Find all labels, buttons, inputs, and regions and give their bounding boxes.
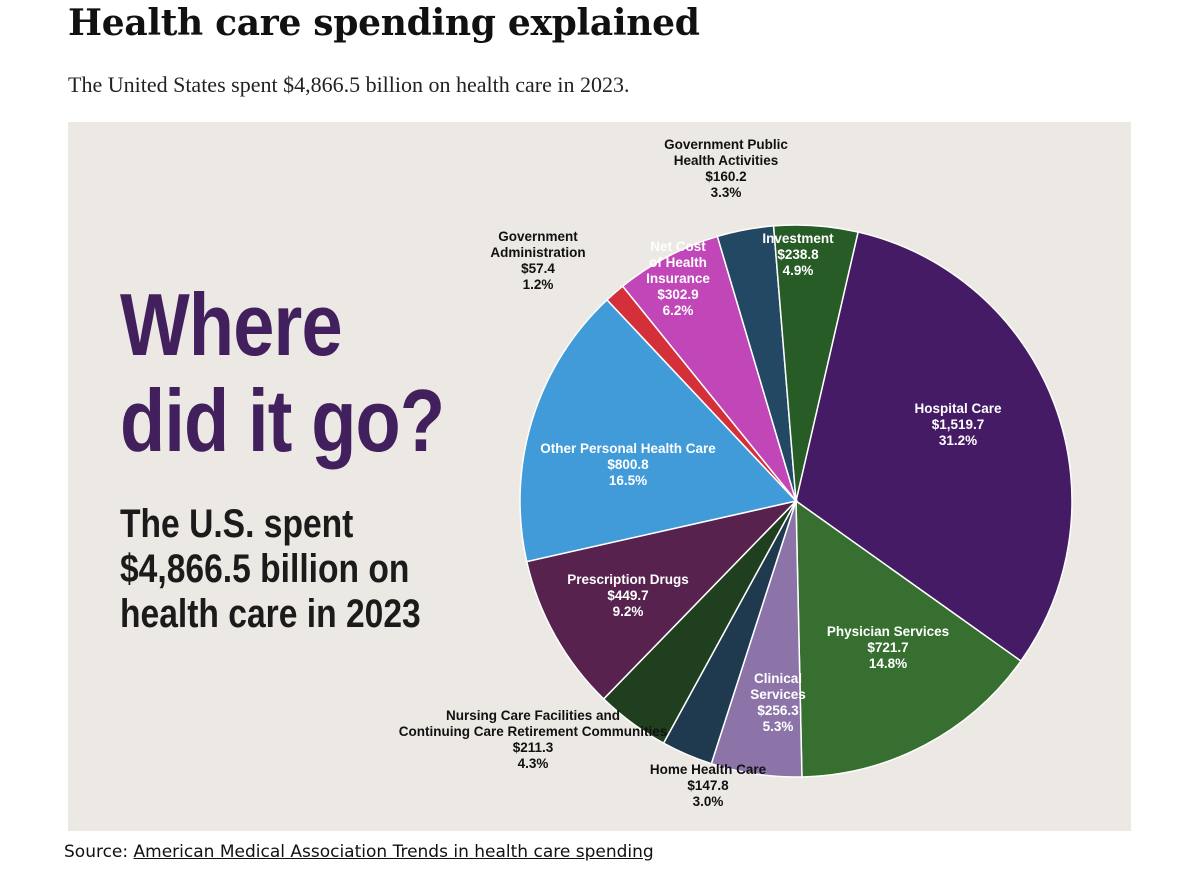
slice-label-0: Hospital Care $1,519.7 31.2% — [914, 401, 1002, 448]
slice-label-1: Physician Services $721.7 14.8% — [827, 624, 949, 671]
slice-label-3: Home Health Care $147.8 3.0% — [650, 762, 767, 809]
spent-line-1: The U.S. spent — [120, 502, 354, 546]
spent-line-3: health care in 2023 — [120, 592, 421, 636]
spent-line-2: $4,866.5 billion on — [120, 547, 410, 591]
slice-label-10: Investment $238.8 4.9% — [762, 231, 834, 278]
infographic: Hospital Care $1,519.7 31.2% Physician Serv… — [68, 122, 1131, 831]
heading-line-1: Where — [120, 275, 343, 374]
source-link[interactable]: American Medical Association Trends in h… — [133, 842, 654, 862]
source-label: Source: — [64, 842, 129, 862]
pie-slice-1 — [795, 499, 1022, 778]
slice-label-5: Prescription Drugs $449.7 9.2% — [567, 572, 689, 619]
slice-label-4: Nursing Care Facilities and Continuing Ca… — [399, 708, 668, 771]
page-subtitle: The United States spent $4,866.5 billion… — [68, 72, 630, 97]
slice-label-7: Government Administration $57.4 1.2% — [490, 229, 585, 292]
pie-slice-5 — [525, 499, 799, 701]
infographic-heading: Where did it go? — [120, 275, 445, 470]
spent-statement: The U.S. spent $4,866.5 billion on healt… — [120, 502, 421, 637]
source-line: Source: American Medical Association Tre… — [64, 842, 654, 862]
slice-label-2: Clinical Services $256.3 5.3% — [750, 671, 806, 734]
pie-chart: Hospital Care $1,519.7 31.2% Physician Serv… — [399, 137, 1073, 809]
heading-line-2: did it go? — [120, 371, 445, 470]
pie-slice-10 — [772, 224, 859, 502]
pie-slice-0 — [795, 231, 1073, 663]
slice-label-9: Government Public Health Activities $160.2… — [664, 137, 788, 200]
pie-slice-6 — [519, 298, 798, 563]
page-title: Health care spending explained — [68, 2, 700, 44]
slice-label-8: Net Cost of Health Insurance $302.9 6.2% — [646, 239, 710, 318]
slice-label-6: Other Personal Health Care $800.8 16.5% — [540, 441, 716, 488]
